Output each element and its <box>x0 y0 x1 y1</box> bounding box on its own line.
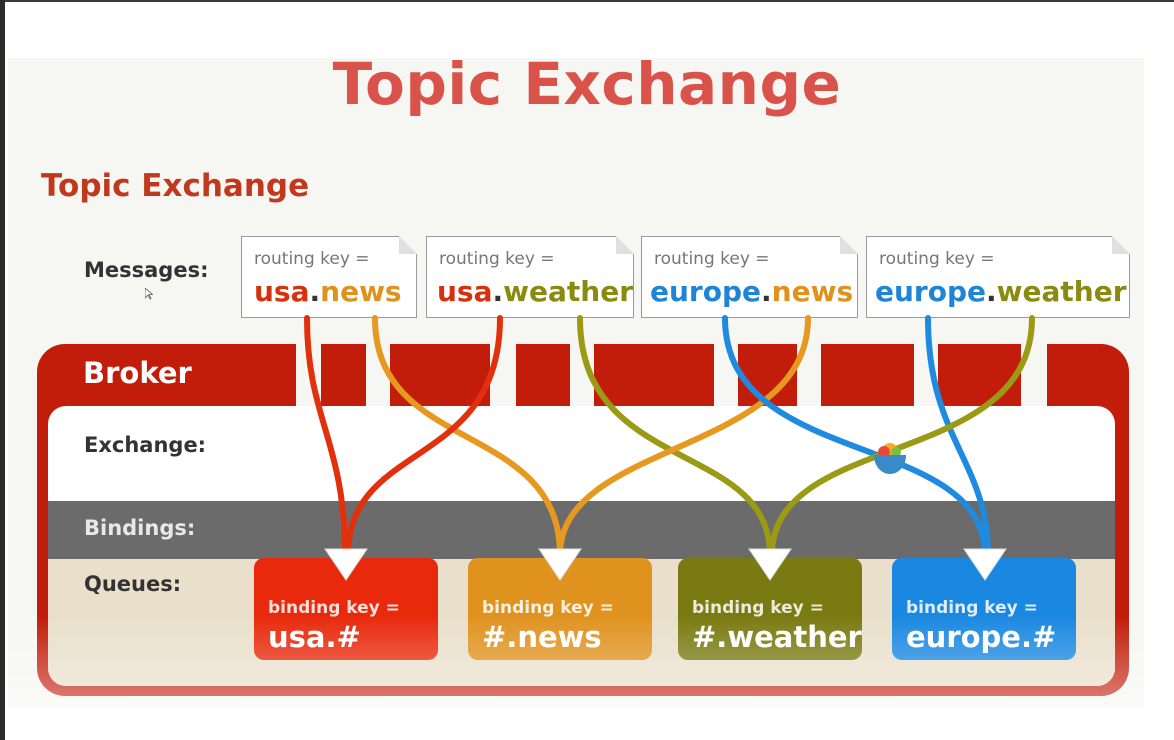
routing-key-label: routing key = <box>254 249 370 269</box>
page-fold-icon <box>616 236 634 254</box>
message-card: routing key = usa.news <box>241 236 417 318</box>
routing-key-suffix: weather <box>996 275 1127 308</box>
window-top-border <box>0 0 1174 2</box>
mouse-cursor-icon <box>145 288 153 300</box>
binding-key-label: binding key = <box>482 598 614 618</box>
routing-key-label: routing key = <box>654 249 770 269</box>
routing-key-dot: . <box>309 275 321 308</box>
binding-key-value: #.weather <box>692 620 862 654</box>
page-fold-icon <box>399 236 417 254</box>
messages-label: Messages: <box>84 258 209 282</box>
routing-key-prefix: europe <box>650 275 762 308</box>
window-left-border <box>0 0 5 740</box>
broker-gap <box>296 344 321 406</box>
routing-key-label: routing key = <box>439 249 555 269</box>
routing-key-value: usa.news <box>254 275 402 308</box>
routing-key-prefix: europe <box>875 275 987 308</box>
binding-key-value: europe.# <box>906 620 1057 654</box>
routing-key-suffix: news <box>320 275 402 308</box>
exchange-label: Exchange: <box>84 433 207 457</box>
routing-key-suffix: weather <box>503 275 634 308</box>
queue-box: binding key = usa.# <box>254 558 438 660</box>
queue-box: binding key = #.weather <box>678 558 862 660</box>
routing-key-dot: . <box>986 275 997 308</box>
broker-gap <box>366 344 390 406</box>
routing-key-dot: . <box>761 275 772 308</box>
bindings-band <box>48 501 1115 559</box>
broker-gap <box>490 344 516 406</box>
binding-key-label: binding key = <box>268 598 400 618</box>
broker-gap <box>914 344 938 406</box>
emoji-bowl-icon <box>874 443 906 474</box>
slide-title: Topic Exchange <box>332 50 842 118</box>
binding-key-value: #.news <box>482 620 602 654</box>
routing-key-prefix: usa <box>254 275 310 308</box>
routing-key-value: europe.weather <box>875 275 1127 308</box>
page-fold-icon <box>1112 236 1130 254</box>
broker-gap <box>570 344 594 406</box>
broker-label: Broker <box>83 356 192 390</box>
queues-label: Queues: <box>84 572 182 596</box>
routing-key-prefix: usa <box>437 275 493 308</box>
queue-box: binding key = #.news <box>468 558 652 660</box>
broker-gap <box>1021 344 1047 406</box>
routing-key-value: europe.news <box>650 275 853 308</box>
page-fold-icon <box>840 236 858 254</box>
queue-box: binding key = europe.# <box>892 558 1076 660</box>
diagram-title: Topic Exchange <box>41 168 310 204</box>
routing-key-value: usa.weather <box>437 275 633 308</box>
routing-key-suffix: news <box>771 275 854 308</box>
routing-key-label: routing key = <box>879 249 995 269</box>
message-card: routing key = europe.news <box>641 236 858 318</box>
message-card: routing key = europe.weather <box>866 236 1130 318</box>
message-card: routing key = usa.weather <box>426 236 634 318</box>
bindings-label: Bindings: <box>84 516 196 540</box>
binding-key-label: binding key = <box>906 598 1038 618</box>
broker-gap <box>714 344 738 406</box>
binding-key-label: binding key = <box>692 598 824 618</box>
binding-key-value: usa.# <box>268 620 361 654</box>
routing-key-dot: . <box>492 275 504 308</box>
broker-gap <box>797 344 821 406</box>
